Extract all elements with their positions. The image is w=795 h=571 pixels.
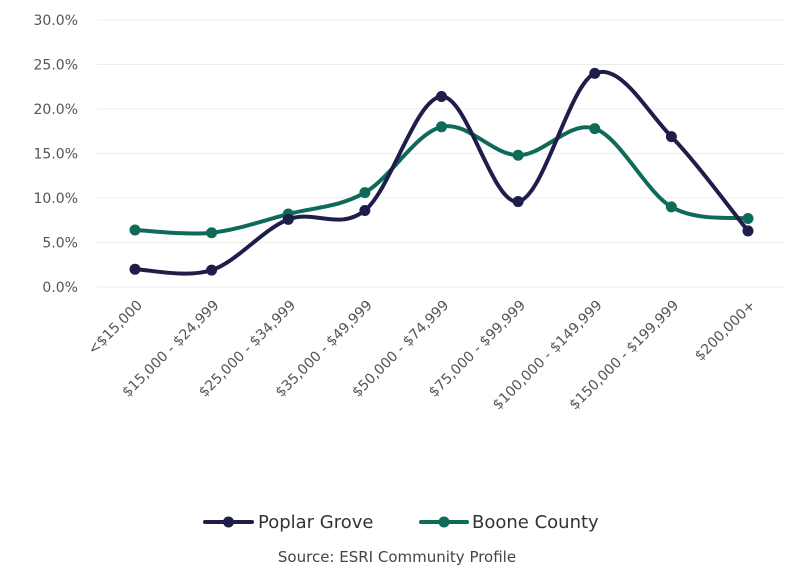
boone-county-legend-marker (438, 516, 450, 528)
boone-county-point (206, 227, 218, 239)
x-tick-label: <$15,000 (85, 298, 146, 359)
boone-county-line (133, 124, 750, 236)
source-note: Source: ESRI Community Profile (278, 548, 516, 566)
y-tick-label: 10.0% (34, 191, 78, 207)
poplar-grove-point (359, 204, 371, 216)
boone-county-point (665, 201, 677, 213)
poplar-grove-point (282, 213, 294, 225)
boone-county-point (512, 149, 524, 161)
poplar-grove-point (436, 91, 447, 103)
poplar-grove-point (512, 196, 524, 208)
boone-county-legend-label: Boone County (472, 512, 599, 533)
boone-county-point (359, 187, 371, 199)
y-tick-label: 5.0% (42, 236, 78, 252)
poplar-grove-point (589, 67, 601, 79)
boone-county-point (436, 121, 447, 133)
y-tick-label: 25.0% (34, 58, 78, 74)
poplar-grove-line (133, 69, 750, 276)
poplar-grove-point (206, 264, 218, 276)
y-tick-label: 20.0% (34, 102, 78, 118)
y-tick-label: 30.0% (34, 13, 78, 29)
poplar-grove-point (665, 131, 677, 143)
poplar-grove-legend-label: Poplar Grove (258, 512, 374, 533)
x-tick-label: $200,000+ (692, 298, 759, 365)
y-tick-label: 15.0% (34, 147, 78, 163)
y-tick-label: 0.0% (42, 280, 78, 296)
boone-county-point (742, 212, 754, 224)
boone-county-point (129, 224, 141, 236)
poplar-grove-legend-marker (223, 516, 234, 528)
poplar-grove-point (129, 263, 141, 275)
poplar-grove-point (742, 225, 754, 237)
boone-county-point (589, 123, 601, 135)
